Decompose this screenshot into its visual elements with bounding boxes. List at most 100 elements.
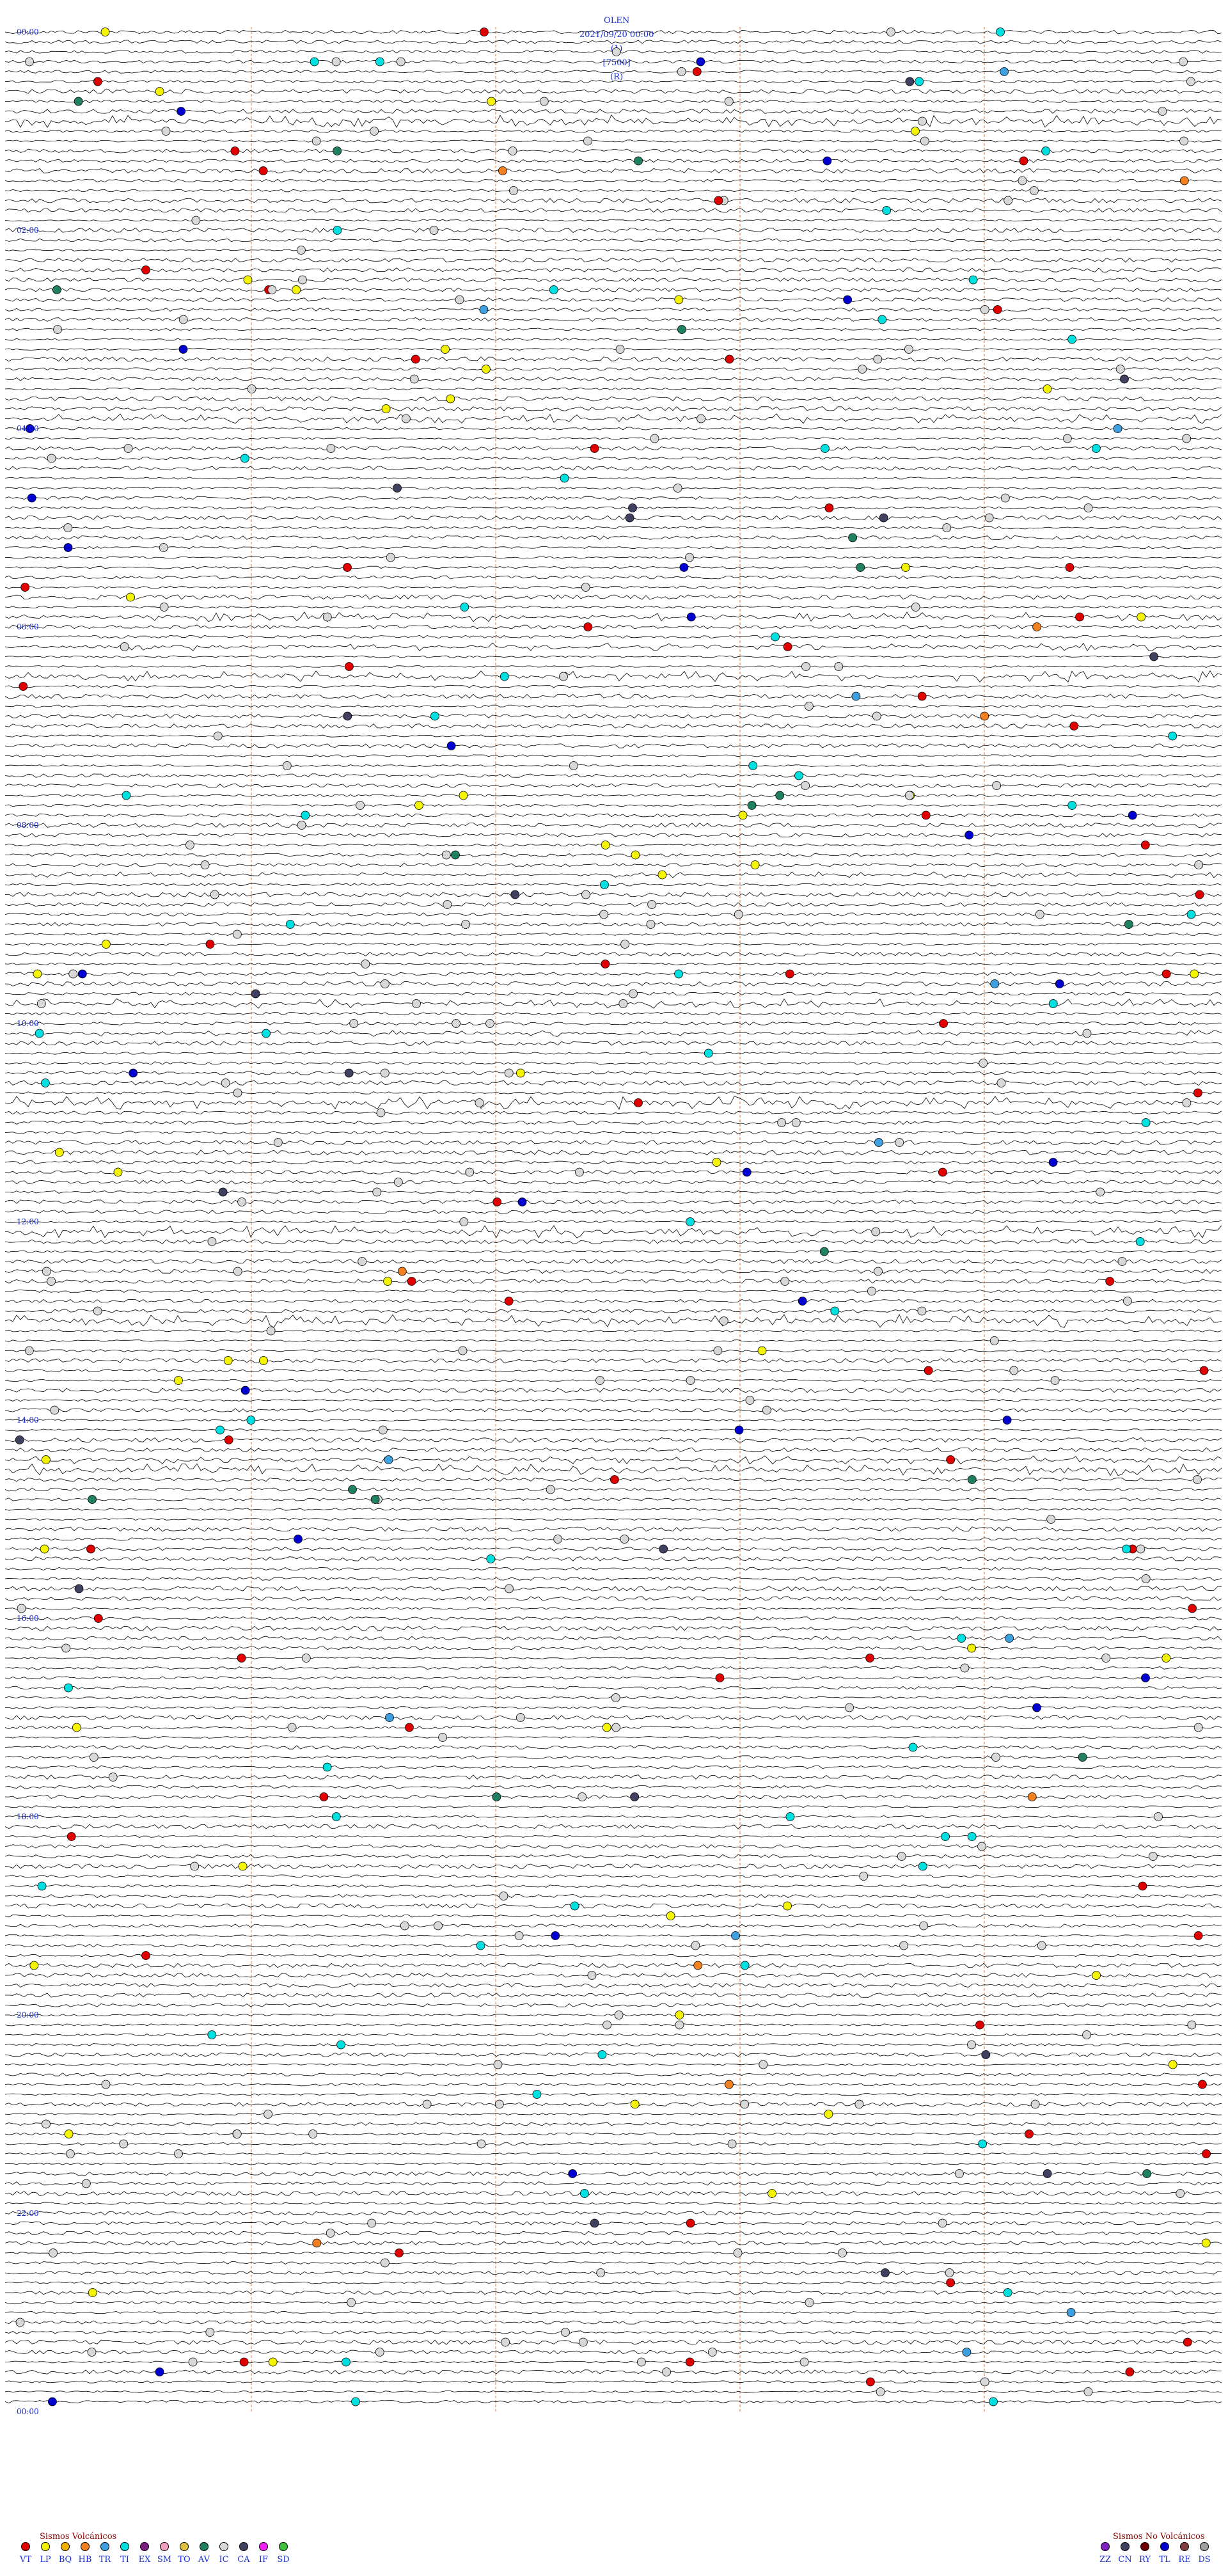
event-marker [740, 1961, 750, 1970]
event-marker [15, 1435, 24, 1444]
event-marker [375, 57, 384, 67]
event-marker [845, 1703, 854, 1712]
legend-item-av: AV [193, 2542, 216, 2564]
event-marker [691, 1941, 700, 1950]
trace-line [4, 1408, 1222, 1412]
event-marker [322, 1762, 332, 1772]
event-marker [824, 503, 834, 512]
event-marker [93, 1306, 102, 1316]
legend-code-label: EX [138, 2555, 151, 2564]
event-marker [1136, 1544, 1145, 1554]
event-marker [601, 960, 610, 968]
trace-line [4, 1815, 1222, 1819]
event-marker [615, 345, 625, 354]
event-marker [583, 622, 593, 631]
trace-line [4, 267, 1222, 273]
trace-line [4, 1537, 1222, 1541]
trace-line [4, 1199, 1222, 1205]
event-marker [205, 2328, 215, 2337]
trace-line [4, 2339, 1222, 2345]
event-marker [383, 1277, 392, 1286]
event-marker [686, 1376, 695, 1385]
event-marker [777, 1118, 786, 1127]
trace-line [4, 1785, 1222, 1789]
event-marker [268, 2357, 278, 2367]
event-marker [232, 2130, 242, 2138]
event-marker [1186, 77, 1195, 86]
event-marker [459, 1217, 469, 1226]
event-marker [979, 1059, 988, 1068]
trace-line [4, 1170, 1222, 1174]
legend-code-label: CA [237, 2555, 250, 2564]
event-marker [759, 2060, 768, 2069]
event-marker [899, 1941, 908, 1950]
event-marker [740, 2099, 750, 2109]
trace-line [4, 1794, 1222, 1799]
trace-line [4, 1418, 1222, 1422]
trace-line [4, 1110, 1222, 1115]
event-marker [725, 2080, 734, 2089]
event-marker [1193, 1475, 1202, 1484]
event-marker [628, 503, 637, 512]
event-marker [1195, 890, 1204, 899]
volcanic-legend: VT LP BQ HB TR TI EX SM TO AV IC CA IF SD [14, 2542, 308, 2568]
trace-line [4, 1030, 1222, 1037]
trace-line [4, 2092, 1222, 2096]
event-marker [385, 1713, 394, 1722]
event-marker [657, 870, 667, 880]
legend-color-dot [180, 2542, 189, 2551]
event-marker [296, 246, 306, 255]
legend-code-label: TO [178, 2555, 191, 2564]
trace-line [4, 238, 1222, 242]
event-marker [301, 810, 310, 820]
event-marker [1141, 1118, 1151, 1127]
event-marker [74, 97, 83, 106]
event-marker [347, 2298, 356, 2307]
event-marker [504, 1068, 514, 1078]
trace-line [4, 2270, 1222, 2275]
trace-line [4, 2162, 1222, 2165]
event-marker [745, 1396, 755, 1405]
event-marker [53, 325, 62, 334]
event-marker [1168, 2060, 1177, 2069]
trace-line [4, 413, 1222, 424]
event-marker [674, 969, 683, 979]
event-marker [1190, 969, 1199, 979]
event-marker [1202, 2149, 1211, 2158]
event-marker [159, 543, 168, 552]
event-marker [1032, 622, 1041, 631]
event-marker [989, 2397, 998, 2406]
hour-label: 20:00 [17, 2011, 39, 2019]
event-marker [414, 801, 423, 810]
event-marker [27, 493, 36, 503]
event-marker [461, 920, 470, 929]
legend-color-dot [1121, 2542, 1130, 2551]
event-marker [101, 2080, 111, 2089]
event-marker [1148, 1852, 1158, 1861]
trace-line [4, 1463, 1222, 1476]
trace-line [4, 1268, 1222, 1274]
legend-item-to: TO [173, 2542, 196, 2564]
legend-code-label: VT [19, 2555, 32, 2564]
trace-line [4, 1844, 1222, 1849]
trace-line [4, 684, 1222, 688]
event-marker [224, 1435, 233, 1444]
event-marker [505, 1584, 514, 1593]
trace-line [4, 427, 1222, 431]
event-marker [33, 969, 42, 979]
event-marker [207, 1237, 217, 1246]
event-marker [1187, 2020, 1197, 2030]
trace-line [4, 1309, 1222, 1313]
event-marker [996, 1079, 1006, 1087]
trace-line [4, 2171, 1222, 2176]
trace-line [4, 1824, 1222, 1829]
trace-line [4, 387, 1222, 391]
event-marker [1122, 1544, 1131, 1554]
event-marker [630, 2099, 640, 2109]
event-marker [967, 1832, 977, 1841]
event-marker [67, 1832, 76, 1841]
event-marker [993, 305, 1002, 314]
trace-line [4, 189, 1222, 193]
event-marker [81, 2179, 91, 2188]
event-marker [216, 1425, 224, 1435]
